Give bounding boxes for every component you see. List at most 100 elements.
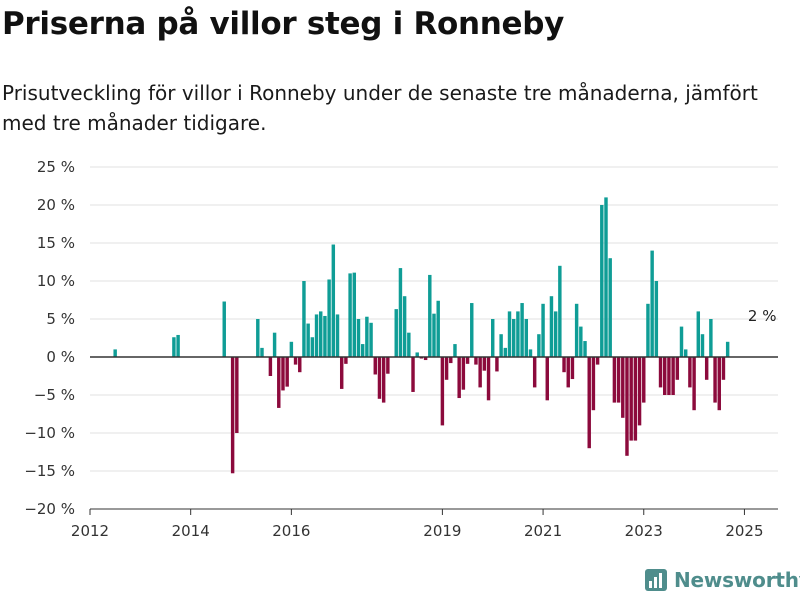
x-tick-label: 2023 [625,522,663,540]
x-tick-label: 2016 [272,522,310,540]
bar [692,357,696,411]
bar [113,349,117,357]
bar [268,357,273,376]
y-tick-label: −10 % [24,424,75,442]
bar [398,268,403,357]
bar [667,357,671,395]
bar [302,281,306,357]
bar [172,337,176,357]
bars [113,197,730,474]
bar [499,334,503,357]
bar [566,357,570,388]
bar [608,258,612,357]
bar [277,357,281,408]
bar [310,337,315,357]
bar [335,314,340,357]
bar [503,347,508,357]
bar [671,357,675,395]
bar [235,357,239,433]
bar [339,357,344,389]
bar [646,303,650,357]
bar [394,309,398,357]
bar [629,357,633,441]
bar [633,357,638,441]
y-tick-label: 25 % [37,158,75,176]
bar [591,357,596,411]
bar [415,352,419,357]
bar [474,357,478,365]
bar [352,272,357,357]
bar [520,303,524,357]
bar [579,326,583,357]
bar [713,357,717,403]
bar [658,357,663,388]
bar [457,357,461,399]
bar [331,244,336,357]
bar [444,357,449,380]
bar [432,313,436,357]
y-tick-label: −15 % [24,462,75,480]
bar [616,357,621,403]
bar [386,357,390,374]
bar [256,319,260,357]
bar [700,334,705,357]
bar [595,357,600,365]
y-tick-label: −5 % [34,386,75,404]
bar [507,311,512,357]
bar [402,296,407,357]
bar [696,311,701,357]
bar [314,314,319,357]
bar [553,311,558,357]
bar [478,357,482,388]
bar [348,273,352,357]
bar [319,311,323,357]
bar [549,296,554,357]
bar [524,319,529,357]
y-tick-label: 10 % [37,272,75,290]
bar [423,357,428,361]
bar [541,303,545,357]
bar [373,357,377,375]
bar [381,357,386,403]
bar [281,357,285,391]
brand: Newsworthy [644,568,800,592]
x-tick-label: 2012 [71,522,109,540]
bar [495,357,499,372]
x-tick-label: 2014 [172,522,210,540]
bar [679,326,684,357]
bar [230,357,235,474]
tick-labels: −20 % −15 % −10 % −5 % 0 % 5 % 10 % 15 % 20 % 25 … [24,158,763,540]
bar [285,357,289,387]
bar [650,250,654,357]
bar [654,281,659,357]
bar [344,357,348,364]
bar [612,357,617,403]
y-tick-label: 5 % [46,310,75,328]
y-tick-label: 0 % [46,348,75,366]
bar [327,279,331,357]
latest-value-label: 2 % [748,307,777,325]
x-tick-label: 2021 [524,522,562,540]
axes [89,356,778,515]
bar [725,341,730,357]
bar [704,357,709,380]
bar [411,357,415,392]
bar [306,323,310,357]
bar [625,357,629,456]
bar [574,303,579,357]
bar [293,357,298,365]
bar [621,357,625,418]
bar [675,357,680,380]
bar [537,334,541,357]
bar [465,357,470,364]
bar [717,357,721,411]
bar [272,332,277,357]
bar [449,357,453,364]
bar [440,357,445,426]
bar [604,197,608,357]
bar [453,344,457,357]
bar [323,315,327,357]
bar [486,357,491,401]
bar [289,341,294,357]
